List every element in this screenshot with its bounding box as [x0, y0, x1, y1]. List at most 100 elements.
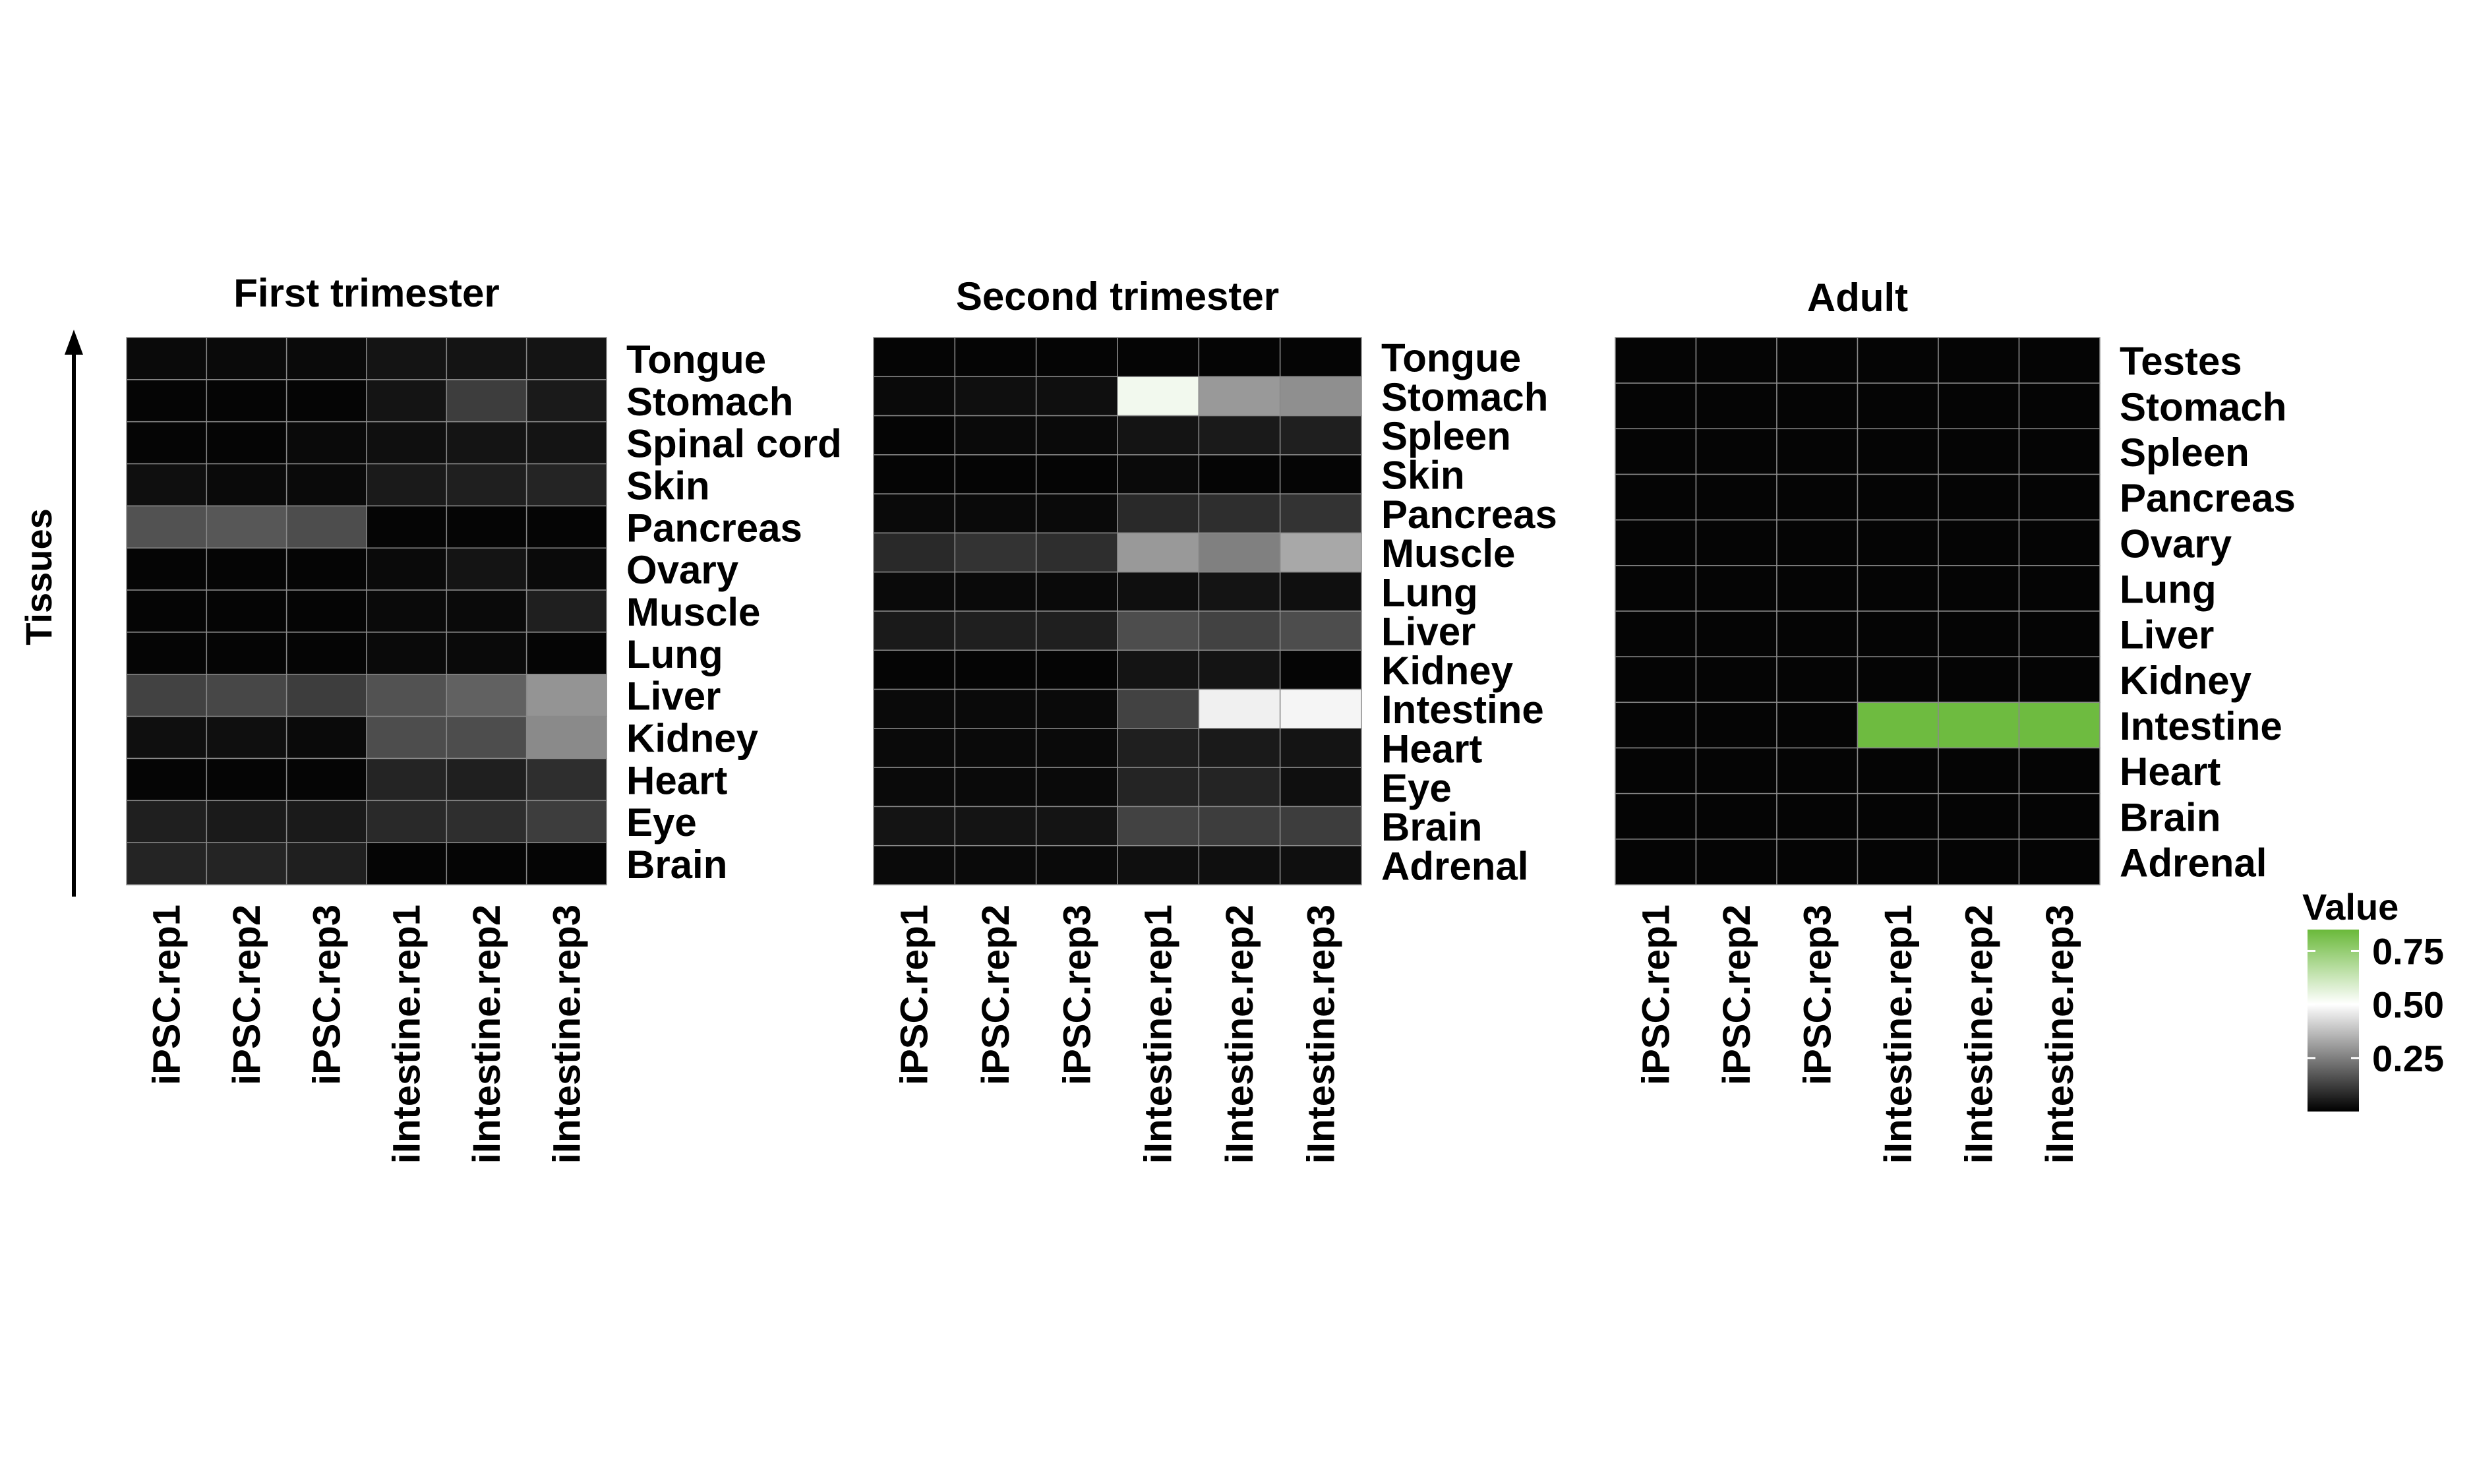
- legend-tick-label: 0.75: [2372, 930, 2444, 972]
- heatmap-cell: [1279, 767, 1362, 808]
- heatmap-cell: [1035, 688, 1118, 729]
- heatmap-cell: [1695, 428, 1777, 475]
- heatmap-cell: [525, 632, 607, 675]
- heatmap-cell: [1615, 792, 1697, 840]
- heatmap-cell: [1776, 792, 1859, 840]
- heatmap-cell: [285, 337, 367, 380]
- heatmap-cell: [1035, 767, 1118, 808]
- heatmap-cell: [1279, 728, 1362, 768]
- column-label: iIntestine.rep1: [386, 905, 429, 1164]
- heatmap-cell: [873, 806, 956, 846]
- row-label: Tongue: [626, 338, 766, 382]
- heatmap-cell: [366, 421, 448, 465]
- heatmap-cell: [285, 589, 367, 633]
- heatmap-cell: [206, 379, 287, 423]
- heatmap-cell: [126, 715, 208, 759]
- row-label: Ovary: [2120, 521, 2232, 566]
- row-label: Adrenal: [2120, 841, 2267, 885]
- heatmap-cell: [1776, 656, 1859, 703]
- heatmap-cell: [873, 610, 956, 651]
- heatmap-cell: [1198, 493, 1281, 534]
- heatmap-cell: [446, 757, 527, 802]
- row-label: Muscle: [626, 590, 760, 634]
- heatmap-cell: [1776, 382, 1859, 430]
- row-label: Spleen: [2120, 430, 2250, 475]
- heatmap-cell: [1938, 382, 2020, 430]
- row-label: Heart: [1381, 727, 1482, 771]
- row-label: Kidney: [626, 717, 759, 761]
- heatmap-cell: [366, 757, 448, 802]
- heatmap-cell: [366, 842, 448, 885]
- heatmap-cell: [873, 454, 956, 494]
- heatmap-cell: [1938, 839, 2020, 885]
- heatmap-cell: [1615, 519, 1697, 566]
- heatmap-cell: [1938, 473, 2020, 521]
- row-label: Lung: [626, 632, 723, 676]
- heatmap-cell: [126, 337, 208, 380]
- heatmap-cell: [126, 547, 208, 591]
- heatmap-cell: [1857, 792, 1939, 840]
- heatmap-cell: [1198, 845, 1281, 885]
- heatmap-cell: [1615, 839, 1697, 885]
- heatmap-cell: [1117, 493, 1200, 534]
- heatmap-cell: [1615, 701, 1697, 749]
- column-label: iPSC.rep2: [225, 905, 268, 1085]
- heatmap-cell: [1776, 473, 1859, 521]
- column-label: iIntestine.rep3: [2039, 905, 2081, 1164]
- heatmap-cell: [1615, 382, 1697, 430]
- heatmap-cell: [1035, 337, 1118, 378]
- row-label: Adrenal: [1381, 844, 1528, 888]
- heatmap-cell: [1857, 747, 1939, 794]
- heatmap-cell: [1279, 806, 1362, 846]
- heatmap-cell: [1035, 845, 1118, 885]
- row-label: Heart: [2120, 750, 2220, 794]
- panel-title: Adult: [1807, 276, 1908, 320]
- heatmap-cell: [206, 421, 287, 465]
- heatmap-cell: [525, 379, 607, 423]
- heatmap-cell: [1615, 610, 1697, 657]
- heatmap-cell: [126, 674, 208, 717]
- heatmap-cell: [1857, 337, 1939, 384]
- heatmap-cell: [1035, 493, 1118, 534]
- heatmap-cell: [1117, 415, 1200, 456]
- row-label: Testes: [2120, 340, 2242, 384]
- heatmap-cell: [954, 649, 1037, 690]
- column-label: iPSC.rep1: [146, 905, 189, 1085]
- heatmap-cell: [366, 674, 448, 717]
- heatmap-cell: [1938, 701, 2020, 749]
- column-label: iPSC.rep2: [1715, 905, 1758, 1085]
- heatmap-cell: [366, 463, 448, 507]
- heatmap-cell: [2018, 519, 2101, 566]
- heatmap-cell: [2018, 382, 2101, 430]
- heatmap-cell: [525, 589, 607, 633]
- heatmap-cell: [1615, 656, 1697, 703]
- heatmap-cell: [1279, 532, 1362, 573]
- heatmap-cell: [206, 757, 287, 802]
- row-label: Liver: [1381, 610, 1475, 654]
- heatmap-cell: [2018, 337, 2101, 384]
- heatmap-cell: [954, 845, 1037, 885]
- heatmap-cell: [285, 842, 367, 885]
- heatmap-cell: [525, 463, 607, 507]
- heatmap-cell: [1615, 747, 1697, 794]
- heatmap-cell: [1938, 337, 2020, 384]
- heatmap-cell: [2018, 428, 2101, 475]
- color-legend: Value 0.25 0.50 0.75: [2302, 886, 2444, 1112]
- heatmap-cell: [1117, 454, 1200, 494]
- heatmap-cell: [1776, 519, 1859, 566]
- heatmap-cell: [1117, 610, 1200, 651]
- legend-colorbar: [2308, 930, 2359, 1112]
- heatmap-cell: [873, 688, 956, 729]
- heatmap-cell: [446, 589, 527, 633]
- panel-adult: Adult TestesStomachSpleenPancreasOvaryLun…: [1615, 276, 2296, 1164]
- heatmap-cell: [285, 715, 367, 759]
- heatmap-cell: [446, 674, 527, 717]
- heatmap-cell: [2018, 656, 2101, 703]
- heatmap-cell: [1198, 767, 1281, 808]
- heatmap-cell: [1776, 565, 1859, 612]
- row-label: Stomach: [2120, 385, 2286, 429]
- heatmap-cell: [1198, 376, 1281, 417]
- heatmap-cell: [1279, 845, 1362, 885]
- heatmap-cell: [206, 505, 287, 549]
